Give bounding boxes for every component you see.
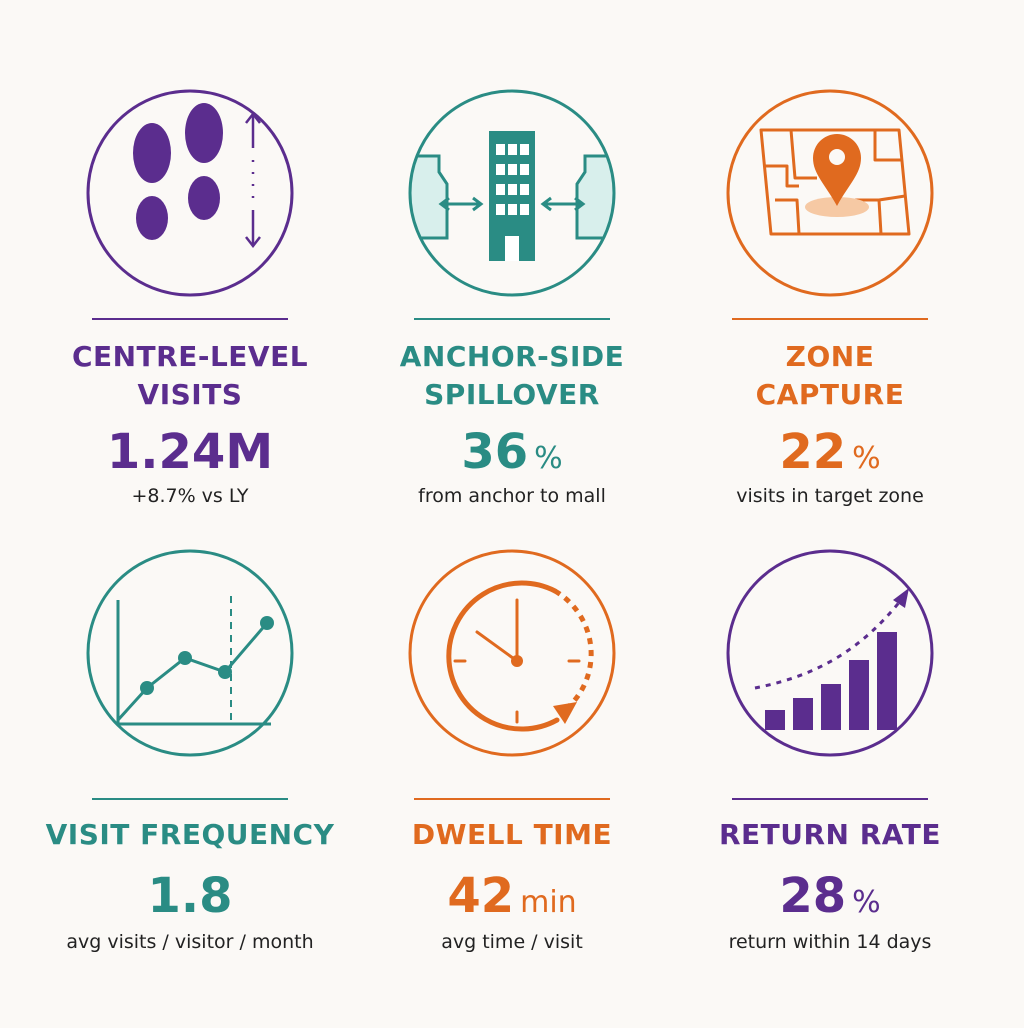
card-anchor-side-spillover: ANCHOR-SIDE SPILLOVER 36% from anchor to… <box>362 88 662 568</box>
divider <box>92 318 288 320</box>
card-value-number: 28 <box>779 868 847 924</box>
card-caption: +8.7% vs LY <box>131 485 249 507</box>
card-dwell-time: DWELL TIME 42 min avg time / visit <box>362 548 662 1028</box>
card-centre-level-visits: CENTRE-LEVEL VISITS 1.24M +8.7% vs LY <box>40 88 340 568</box>
card-value-number: 36 <box>461 424 529 480</box>
footsteps-icon <box>85 88 295 298</box>
card-title-line1: VISIT FREQUENCY <box>45 818 335 851</box>
card-zone-capture: ZONE CAPTURE 22% visits in target zone <box>680 88 980 568</box>
divider <box>92 798 288 800</box>
card-value: 28% <box>680 868 980 931</box>
line-chart-icon <box>85 548 295 758</box>
card-title-line2: CAPTURE <box>755 378 905 411</box>
card-value: 22% <box>680 424 980 487</box>
card-visit-frequency: VISIT FREQUENCY 1.8 avg visits / visitor… <box>40 548 340 1028</box>
card-value-number: 1.8 <box>147 868 233 924</box>
building-icon <box>407 88 617 298</box>
card-title: ZONE CAPTURE <box>680 338 980 414</box>
card-value-number: 22 <box>779 424 847 480</box>
divider <box>414 798 610 800</box>
card-title-line1: DWELL TIME <box>411 818 613 851</box>
card-title-line2: VISITS <box>137 378 243 411</box>
card-title-line2: SPILLOVER <box>424 378 600 411</box>
card-title: VISIT FREQUENCY <box>40 816 340 854</box>
card-value-unit: % <box>852 441 881 476</box>
card-value-unit: % <box>852 885 881 920</box>
card-value: 1.8 <box>40 868 340 924</box>
card-value-number: 1.24M <box>106 424 274 480</box>
card-title-line1: CENTRE-LEVEL <box>71 340 309 373</box>
divider <box>732 318 928 320</box>
card-title: ANCHOR-SIDE SPILLOVER <box>362 338 662 414</box>
clock-icon <box>407 548 617 758</box>
card-caption: return within 14 days <box>728 931 932 953</box>
divider <box>732 798 928 800</box>
card-title: CENTRE-LEVEL VISITS <box>40 338 340 414</box>
card-caption: from anchor to mall <box>418 485 606 507</box>
card-value-unit: % <box>534 441 563 476</box>
card-title: DWELL TIME <box>362 816 662 854</box>
card-value: 1.24M <box>40 424 340 480</box>
bar-chart-icon <box>725 548 935 758</box>
card-caption: avg time / visit <box>441 931 583 953</box>
card-value-unit: min <box>520 885 577 920</box>
card-caption: avg visits / visitor / month <box>66 931 314 953</box>
divider <box>414 318 610 320</box>
card-title-line1: ANCHOR-SIDE <box>399 340 625 373</box>
card-caption: visits in target zone <box>736 485 924 507</box>
card-title: RETURN RATE <box>680 816 980 854</box>
card-title-line1: ZONE <box>785 340 875 373</box>
map-pin-icon <box>725 88 935 298</box>
card-title-line1: RETURN RATE <box>718 818 942 851</box>
card-value: 42 min <box>362 868 662 931</box>
card-value: 36% <box>362 424 662 487</box>
card-value-number: 42 <box>447 868 515 924</box>
card-return-rate: RETURN RATE 28% return within 14 days <box>680 548 980 1028</box>
